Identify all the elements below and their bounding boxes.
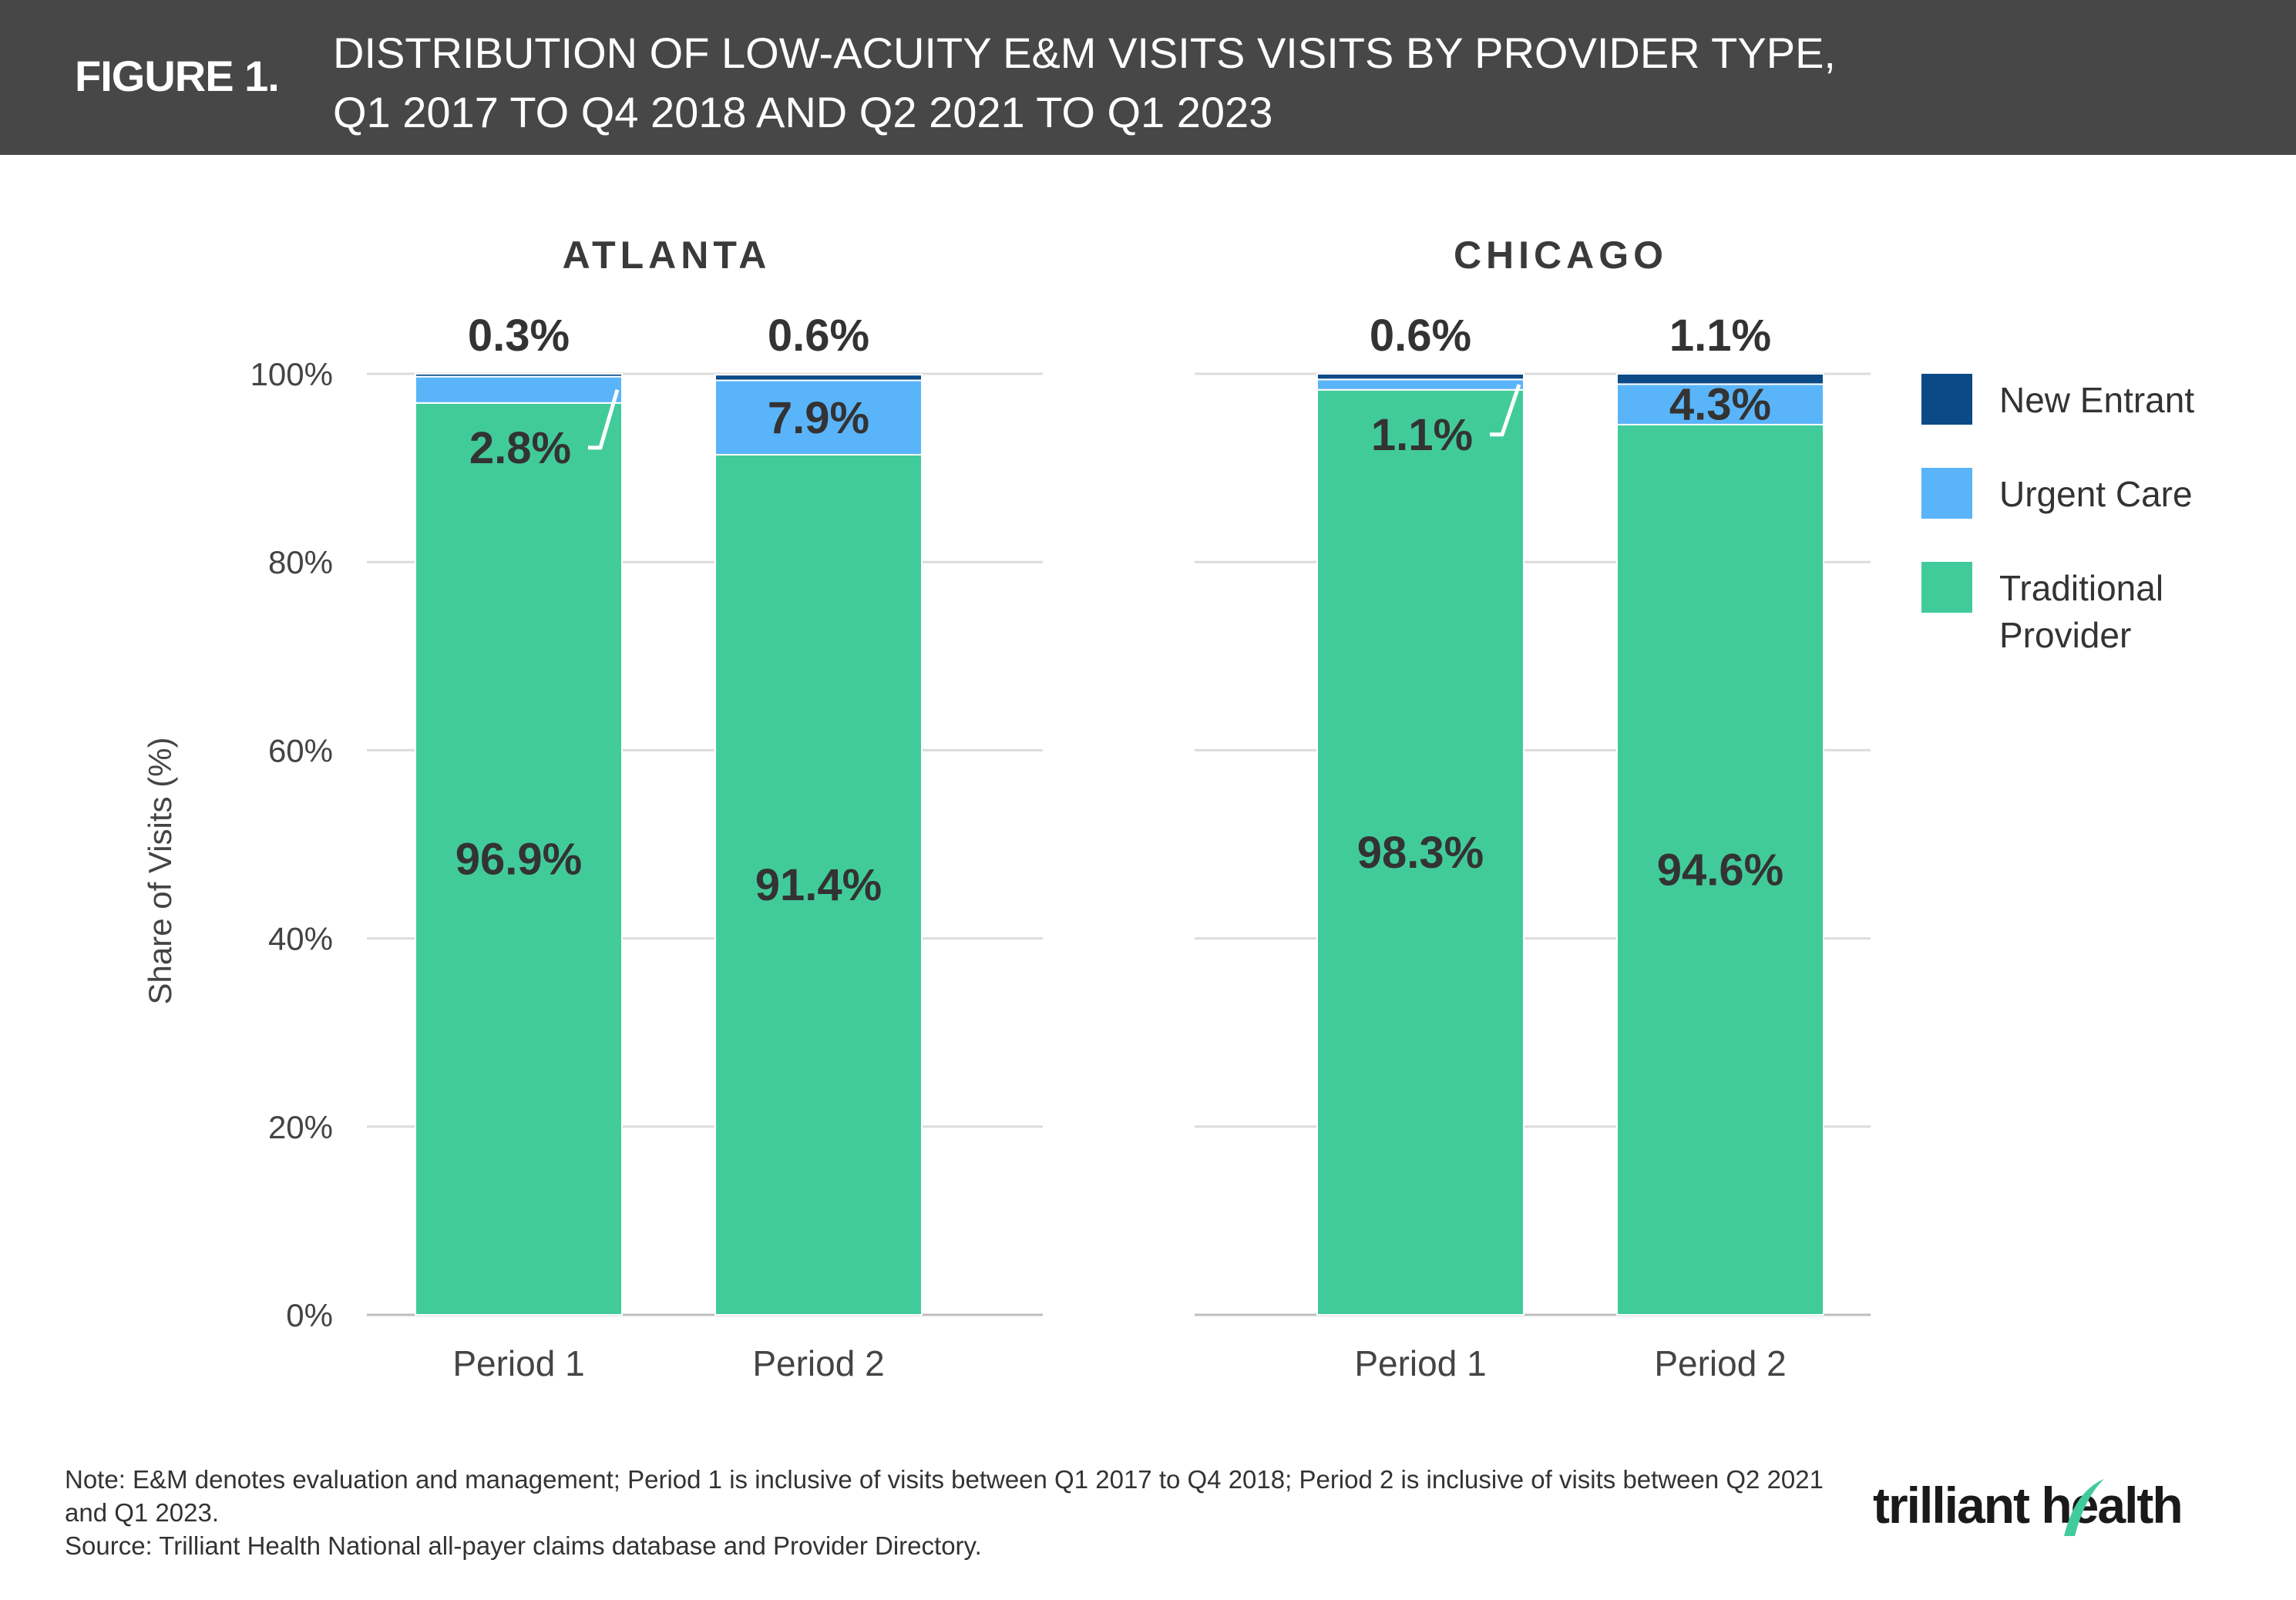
figure-title-line-1: DISTRIBUTION OF LOW-ACUITY E&M VISITS VI…: [333, 29, 1836, 77]
y-tick-label: 100%: [250, 356, 333, 392]
legend-swatch-traditional-provider: [1921, 562, 1972, 613]
figure-title-line-2: Q1 2017 TO Q4 2018 AND Q2 2021 TO Q1 202…: [333, 88, 1273, 136]
x-category-label: Period 1: [1354, 1343, 1486, 1383]
legend-label: Traditional: [1999, 568, 2163, 608]
data-label-urgent-care: 1.1%: [1371, 410, 1473, 460]
data-label-traditional-provider: 91.4%: [755, 860, 882, 910]
leader-line: [1490, 384, 1521, 437]
legend-label: Urgent Care: [1999, 474, 2193, 514]
legend-swatch-urgent-care: [1921, 468, 1972, 519]
logo-accent-shape: [2064, 1479, 2104, 1536]
panel-title: CHICAGO: [1454, 234, 1668, 277]
y-tick-label: 40%: [268, 921, 333, 957]
logo-wordmark: trilliant health: [1873, 1477, 2183, 1534]
bar-segment-urgent-care: [415, 375, 623, 404]
y-tick-label: 80%: [268, 544, 333, 580]
bar-segment-new-entrant: [714, 374, 923, 382]
x-category-label: Period 2: [752, 1343, 884, 1383]
data-label-traditional-provider: 96.9%: [456, 834, 582, 884]
bar-segment-new-entrant: [415, 373, 623, 378]
chart-note: Note: E&M denotes evaluation and managem…: [65, 1463, 1861, 1562]
source-text: Source: Trilliant Health National all-pa…: [65, 1531, 982, 1560]
panel-title: ATLANTA: [563, 234, 771, 277]
bar-segment-traditional-provider: [714, 454, 923, 1316]
leader-line: [588, 389, 620, 450]
data-label-new-entrant: 0.3%: [468, 311, 570, 361]
bar-segment-urgent-care: [1316, 378, 1525, 391]
data-label-traditional-provider: 98.3%: [1357, 828, 1484, 878]
legend-label: Provider: [1999, 615, 2131, 655]
data-label-new-entrant: 0.6%: [768, 311, 869, 361]
bar-segment-new-entrant: [1316, 373, 1525, 381]
data-label-new-entrant: 0.6%: [1370, 311, 1471, 361]
stacked-bar-chart: 0% 20% 40% 60% 80% 100% Share of Visits (%) ATL…: [142, 234, 2194, 1383]
logo-swoosh-icon: [2064, 1479, 2104, 1536]
y-tick-label: 60%: [268, 732, 333, 768]
y-tick-label: 0%: [286, 1297, 333, 1333]
data-label-urgent-care: 2.8%: [469, 423, 571, 473]
y-axis-title: Share of Visits (%): [142, 737, 178, 1004]
figure-label: FIGURE 1.: [75, 52, 280, 100]
trilliant-health-logo: trilliant health: [1873, 1476, 2243, 1545]
data-label-urgent-care: 4.3%: [1669, 380, 1771, 430]
x-category-label: Period 1: [452, 1343, 584, 1383]
bar-segment-traditional-provider: [1616, 423, 1824, 1316]
data-label-urgent-care: 7.9%: [768, 393, 869, 443]
bar-segment-urgent-care: [714, 379, 923, 456]
bar-segment-new-entrant: [1616, 373, 1824, 385]
legend-label: New Entrant: [1999, 380, 2194, 420]
note-text: Note: E&M denotes evaluation and managem…: [65, 1465, 1824, 1527]
data-label-new-entrant: 1.1%: [1669, 311, 1771, 361]
bar-segment-urgent-care: [1616, 383, 1824, 425]
bar-segment-traditional-provider: [1316, 388, 1525, 1316]
x-category-label: Period 2: [1654, 1343, 1786, 1383]
data-label-traditional-provider: 94.6%: [1657, 845, 1783, 895]
legend-swatch-new-entrant: [1921, 374, 1972, 425]
y-tick-label: 20%: [268, 1109, 333, 1145]
figure-header: FIGURE 1. DISTRIBUTION OF LOW-ACUITY E&M…: [0, 0, 2296, 155]
